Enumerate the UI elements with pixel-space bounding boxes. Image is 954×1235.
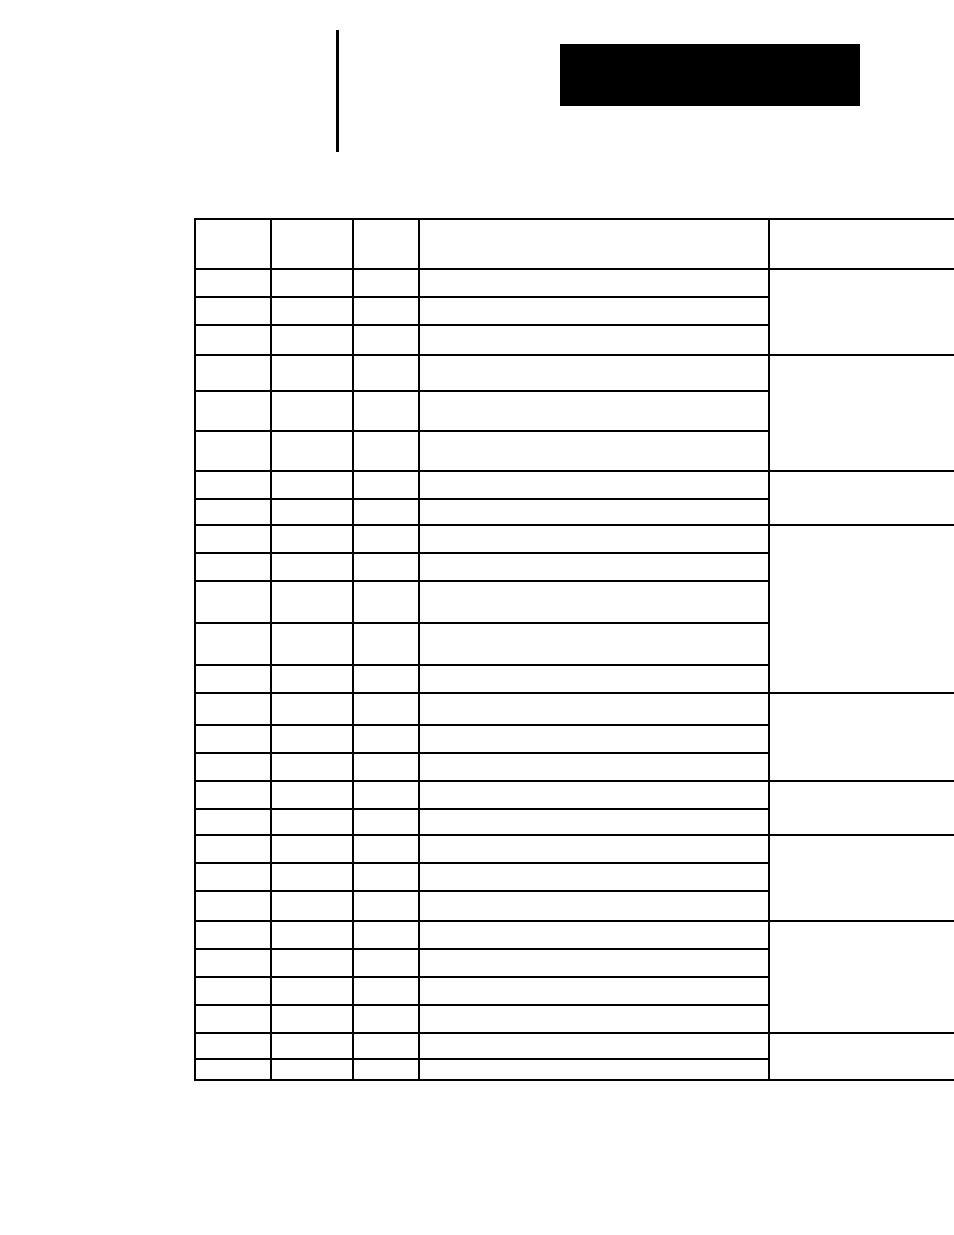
table-hline-ext [768,834,954,836]
header-black-box [560,44,860,106]
table-hline [194,724,768,726]
table-hline-ext [768,524,954,526]
table-hline [194,752,768,754]
table-vline-4 [768,218,770,1079]
table-hline [194,218,768,220]
table-hline [194,524,768,526]
table-hline [194,890,768,892]
table-hline [194,552,768,554]
table-hline-ext [768,780,954,782]
table-hline [194,834,768,836]
table-hline-ext [768,920,954,922]
table-hline [194,580,768,582]
table-hline [194,354,768,356]
table-vline-2-seg [352,268,354,354]
table-hline [194,780,768,782]
table-hline-ext [768,354,954,356]
table-hline-ext [768,692,954,694]
table-hline-ext [768,470,954,472]
table-vline-2-seg [352,218,354,268]
table-hline-ext [768,268,954,270]
table-vline-2-seg [352,834,354,920]
table-vline-2-seg [352,780,354,834]
table-hline [194,664,768,666]
table-hline [194,808,768,810]
table-hline [194,296,768,298]
table-vline-2-seg [352,354,354,470]
table-vline-2-seg [352,1032,354,1058]
table-hline [194,390,768,392]
table-hline [194,948,768,950]
table-hline [194,470,768,472]
table-hline [194,920,768,922]
table-hline [194,692,768,694]
table-hline [194,862,768,864]
table-vline-2-seg [352,1058,354,1079]
table-hline-ext [768,218,954,220]
table-hline [194,976,768,978]
table-hline [194,268,768,270]
table-hline-ext [768,1032,954,1034]
table-vline-3 [418,218,420,1079]
table-hline [194,1079,768,1081]
table-vline-2-seg [352,470,354,524]
table-vline-2-seg [352,920,354,1032]
table-hline-ext [768,1079,954,1081]
table-vline-2-seg [352,692,354,780]
table-vline-2-seg [352,524,354,692]
table-hline [194,324,768,326]
table-hline [194,1032,768,1034]
table-hline [194,498,768,500]
table-hline [194,1004,768,1006]
table-vline-0 [194,218,196,1079]
table-hline [194,622,768,624]
table-hline [194,430,768,432]
table-hline [194,1058,768,1060]
table-vline-1 [270,218,272,1079]
header-vertical-divider [336,30,339,152]
